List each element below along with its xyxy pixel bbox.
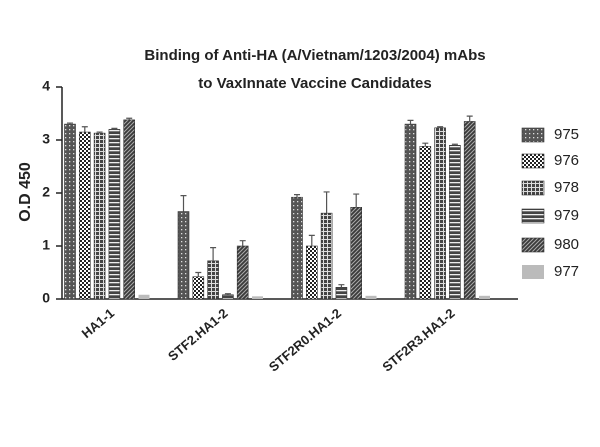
legend-swatch [521, 153, 545, 169]
bar [434, 127, 446, 300]
error-bar [323, 191, 330, 214]
error-bar [81, 126, 88, 133]
bar [404, 123, 417, 300]
chart-title: to VaxInnate Vaccine Candidates [198, 75, 431, 92]
bar [207, 260, 219, 300]
legend-label: 975 [554, 126, 579, 143]
bar [335, 287, 348, 300]
bar [449, 145, 461, 300]
legend-swatch [521, 180, 545, 196]
bar [108, 129, 121, 300]
error-bar [195, 271, 202, 277]
y-axis-label: O.D 450 [17, 162, 34, 222]
error-bar [338, 284, 345, 288]
error-bar [422, 142, 429, 147]
y-tick-label: 3 [42, 131, 50, 147]
error-bar [451, 143, 458, 146]
legend-label: 976 [554, 152, 579, 169]
y-tick-label: 1 [42, 237, 50, 253]
bar [64, 123, 76, 300]
error-bar [437, 126, 444, 128]
error-bar [210, 246, 217, 261]
y-tick-label: 2 [42, 184, 50, 200]
legend-label: 980 [554, 236, 579, 253]
bar [79, 131, 91, 300]
error-bar [224, 293, 231, 295]
bar [419, 146, 432, 300]
bar [93, 132, 106, 300]
bar [192, 276, 205, 300]
bar [236, 245, 249, 300]
legend-swatch [522, 265, 544, 279]
bar [479, 295, 490, 299]
error-bar [96, 131, 103, 134]
x-tick-label: STF2R0.HA1-2 [266, 305, 344, 374]
error-bar [239, 240, 246, 246]
error-bar [466, 115, 473, 122]
bar [252, 296, 263, 299]
legend-swatch [521, 237, 545, 253]
legend-label: 979 [554, 207, 579, 224]
bar [350, 207, 363, 300]
bar [177, 211, 190, 300]
x-tick-label: STF2R3.HA1-2 [379, 305, 457, 374]
legend-label: 977 [554, 263, 579, 280]
bar [222, 294, 234, 300]
error-bar [180, 195, 187, 212]
x-tick-label: STF2.HA1-2 [165, 305, 231, 363]
error-bar [126, 117, 133, 120]
bar [365, 295, 377, 299]
y-tick-label: 4 [42, 78, 50, 94]
bar [463, 121, 476, 300]
bar [291, 196, 303, 300]
bar [123, 119, 135, 300]
bar [305, 245, 318, 300]
bar [320, 212, 333, 300]
x-tick-label: HA1-1 [79, 305, 117, 341]
error-bar [67, 122, 73, 125]
error-bar [353, 193, 360, 208]
legend-swatch [521, 127, 545, 143]
error-bar [308, 234, 315, 246]
y-tick-label: 0 [42, 290, 50, 306]
legend-label: 978 [554, 179, 579, 196]
error-bar [294, 193, 300, 198]
legend-swatch [521, 208, 545, 224]
error-bar [111, 127, 118, 130]
chart-title: Binding of Anti-HA (A/Vietnam/1203/2004)… [144, 47, 485, 64]
error-bar [407, 119, 414, 125]
bar [138, 294, 150, 299]
